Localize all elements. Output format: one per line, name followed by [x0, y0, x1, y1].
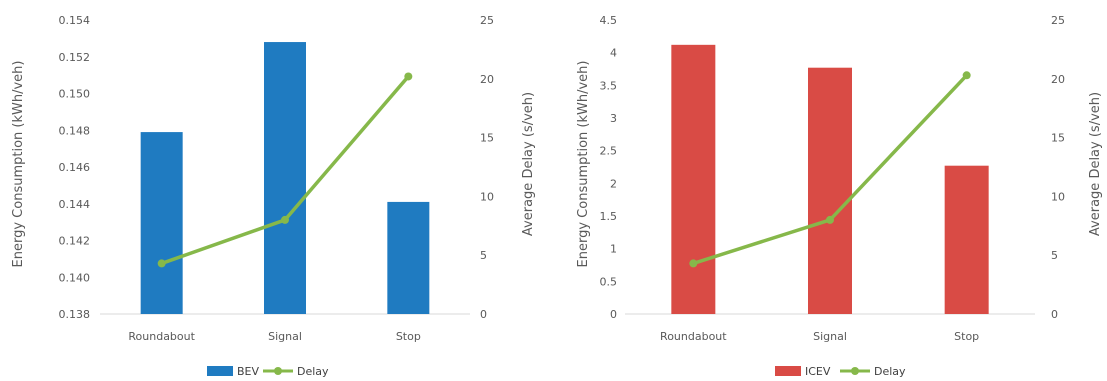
- y-tick-label: 0.154: [59, 14, 91, 27]
- delay-point: [689, 259, 698, 268]
- y2-tick-label: 5: [480, 249, 487, 262]
- y2-tick-label: 5: [1051, 249, 1058, 262]
- delay-point: [826, 215, 834, 224]
- bar: [140, 132, 183, 314]
- y-tick-label: 1: [610, 243, 617, 256]
- y-tick-label: 2: [610, 177, 617, 190]
- y-tick-label: 0.138: [59, 308, 91, 321]
- plot-area: 0.138 0.140 0.142 0.144 0.146 0.148 0.150 0.152…: [59, 14, 495, 343]
- y2-tick-label: 10: [1051, 190, 1065, 203]
- y2-tick-label: 20: [1051, 73, 1065, 86]
- legend-label-bar: ICEV: [805, 365, 831, 378]
- bev-chart: 0.138 0.140 0.142 0.144 0.146 0.148 0.150 0.152…: [11, 14, 536, 378]
- legend-swatch-bar: [775, 366, 801, 376]
- y-tick-label: 0.146: [59, 161, 91, 174]
- bar: [264, 42, 306, 315]
- delay-point: [404, 72, 413, 81]
- y2-tick-label: 0: [480, 308, 487, 321]
- x-tick-label: Roundabout: [128, 330, 195, 343]
- delay-point: [157, 259, 166, 268]
- bar: [944, 165, 989, 314]
- x-tick-label: Signal: [813, 330, 847, 343]
- y-tick-label: 0.152: [59, 51, 91, 64]
- y2-tick-label: 20: [480, 73, 494, 86]
- y-tick-label: 2.5: [600, 145, 618, 158]
- x-tick-label: Signal: [268, 330, 302, 343]
- y2-tick-label: 15: [1051, 132, 1065, 145]
- bar: [387, 201, 430, 314]
- y-axis-title: Energy Consumption (kWh/veh): [11, 61, 26, 268]
- legend-label-line: Delay: [297, 365, 329, 378]
- delay-point: [281, 215, 289, 224]
- x-tick-label: Stop: [396, 330, 421, 343]
- y2-axis-title: Average Delay (s/veh): [521, 92, 536, 236]
- y-tick-label: 0.148: [59, 124, 91, 137]
- delay-point: [962, 71, 971, 80]
- y2-tick-label: 25: [480, 14, 494, 27]
- legend-label-line: Delay: [874, 365, 906, 378]
- legend-marker: [851, 367, 859, 375]
- x-tick-label: Stop: [954, 330, 979, 343]
- y-tick-label: 3.5: [600, 79, 618, 92]
- y-tick-label: 1.5: [600, 210, 618, 223]
- legend-label-bar: BEV: [237, 365, 259, 378]
- legend-marker: [274, 367, 282, 375]
- y2-tick-label: 0: [1051, 308, 1058, 321]
- legend: BEV Delay: [207, 365, 329, 378]
- legend-swatch-bar: [207, 366, 233, 376]
- icev-chart: 0 0.5 1 1.5 2 2.5 3 3.5 4 4.5 0 5 10 15 20 25 Roundabout…: [576, 14, 1103, 378]
- plot-area: 0 0.5 1 1.5 2 2.5 3 3.5 4 4.5 0 5 10 15 20 25 Roundabout…: [600, 14, 1066, 343]
- y2-tick-label: 15: [480, 132, 494, 145]
- bar: [808, 67, 852, 315]
- y-tick-label: 3: [610, 112, 617, 125]
- y2-axis-title: Average Delay (s/veh): [1088, 92, 1103, 236]
- legend: ICEV Delay: [775, 365, 906, 378]
- y-tick-label: 0.140: [59, 271, 91, 284]
- y-tick-label: 4.5: [600, 14, 618, 27]
- y2-tick-label: 10: [480, 190, 494, 203]
- bar: [671, 44, 716, 315]
- y2-tick-label: 25: [1051, 14, 1065, 27]
- y-tick-label: 0.142: [59, 235, 91, 248]
- y-tick-label: 4: [610, 47, 617, 60]
- x-tick-label: Roundabout: [660, 330, 727, 343]
- y-axis-title: Energy Consumption (kWh/veh): [576, 61, 591, 268]
- y-tick-label: 0: [610, 308, 617, 321]
- y-tick-label: 0.144: [59, 198, 91, 211]
- y-tick-label: 0.5: [600, 275, 618, 288]
- y-tick-label: 0.150: [59, 88, 91, 101]
